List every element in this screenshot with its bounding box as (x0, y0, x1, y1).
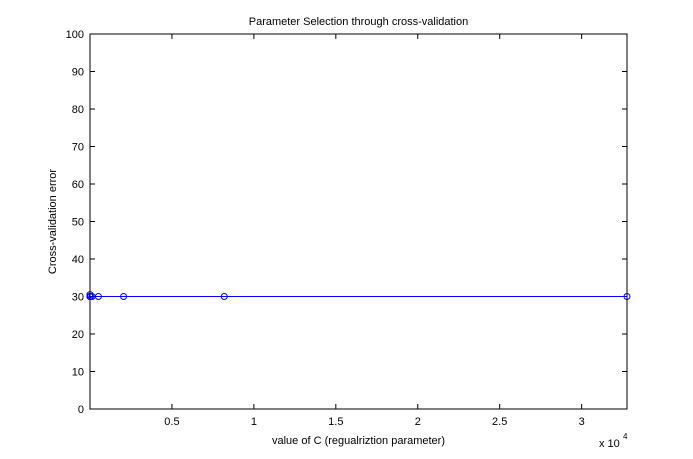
data-point (220, 293, 228, 300)
axes-box (89, 33, 628, 410)
y-tick-label: 40 (72, 254, 84, 266)
x-tick-label: 3 (579, 416, 585, 428)
x-axis-label: value of C (regualriztion parameter) (272, 435, 445, 447)
y-axis-label: Cross-validation error (47, 169, 59, 274)
plot-area (90, 34, 627, 409)
y-tick-label: 30 (72, 292, 84, 304)
x-tick-label: 1.5 (328, 416, 343, 428)
data-point (120, 293, 128, 300)
y-tick-label: 90 (72, 67, 84, 79)
y-tick-label: 80 (72, 104, 84, 116)
x-axis-multiplier: x 10 (599, 438, 620, 450)
x-tick-label: 0.5 (164, 416, 179, 428)
x-axis-multiplier-exponent: 4 (623, 432, 628, 441)
y-tick-label: 50 (72, 217, 84, 229)
y-tick-label: 0 (78, 404, 84, 416)
y-tick-label: 20 (72, 329, 84, 341)
y-tick-label: 10 (72, 367, 84, 379)
chart-title: Parameter Selection through cross-valida… (249, 16, 469, 28)
x-tick-label: 2.5 (492, 416, 507, 428)
y-tick-label: 70 (72, 142, 84, 154)
x-tick-label: 1 (251, 416, 257, 428)
data-point (94, 293, 102, 300)
y-tick-label: 100 (66, 29, 84, 41)
y-tick-label: 60 (72, 179, 84, 191)
x-tick-label: 2 (415, 416, 421, 428)
axis-ticks: 0 10 20 30 40 50 60 70 80 90 100 0.5 1 1.5 2 2.5 3 (66, 29, 627, 428)
